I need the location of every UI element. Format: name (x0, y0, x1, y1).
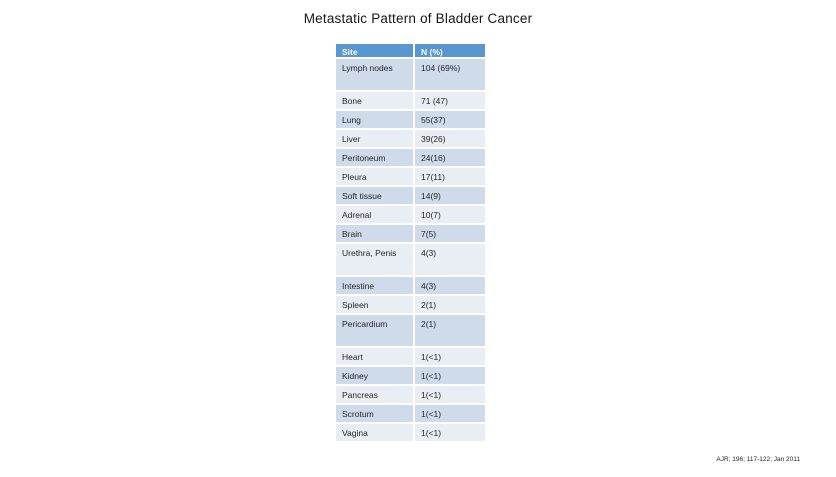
site-cell: Lymph nodes (336, 59, 415, 90)
table-row: Lung 55(37) (336, 111, 485, 130)
n-percent-cell: 1(<1) (421, 427, 442, 438)
table-row: Soft tissue 14(9) (336, 187, 485, 206)
table-row: Heart 1(<1) (336, 348, 485, 367)
n-percent-cell: 7(5) (421, 228, 437, 239)
n-percent-cell: 1(<1) (421, 408, 442, 419)
site-cell: Pancreas (336, 386, 415, 403)
n-percent-cell: 4(3) (421, 247, 437, 258)
table-row: Lymph nodes 104 (69%) (336, 59, 485, 92)
table-row: Urethra, Penis 4(3) (336, 244, 485, 277)
table-row: Pleura 17(11) (336, 168, 485, 187)
metastatic-sites-table: Site N (%) Lymph nodes 104 (69%) Bone 71 (4… (336, 44, 485, 443)
table-row: Liver 39(26) (336, 130, 485, 149)
n-percent-cell: 17(11) (421, 171, 445, 182)
site-cell: Intestine (336, 277, 415, 294)
table-row: Bone 71 (47) (336, 92, 485, 111)
site-cell: Peritoneum (336, 149, 415, 166)
table-row: Peritoneum 24(16) (336, 149, 485, 168)
site-cell: Bone (336, 92, 415, 109)
table-body: Lymph nodes 104 (69%) Bone 71 (47) Lung 55(37… (336, 59, 485, 443)
n-percent-cell: 104 (69%) (421, 62, 461, 73)
n-percent-cell: 24(16) (421, 152, 446, 163)
n-percent-cell: 1(<1) (421, 370, 442, 381)
site-cell: Liver (336, 130, 415, 147)
site-cell: Urethra, Penis (336, 244, 415, 275)
n-percent-cell: 71 (47) (421, 95, 448, 106)
site-cell: Pleura (336, 168, 415, 185)
site-cell: Kidney (336, 367, 415, 384)
table-row: Kidney 1(<1) (336, 367, 485, 386)
n-percent-cell: 10(7) (421, 209, 441, 220)
table-row: Brain 7(5) (336, 225, 485, 244)
table-row: Intestine 4(3) (336, 277, 485, 296)
reference-citation: AJR; 196; 117-122; Jan 2011 (716, 456, 800, 463)
n-percent-cell: 1(<1) (421, 389, 442, 400)
table-header-row: Site N (%) (336, 44, 485, 59)
table-row: Vagina 1(<1) (336, 424, 485, 443)
n-percent-cell: 55(37) (421, 114, 446, 125)
column-header-n-percent: N (%) (421, 46, 443, 57)
page-title: Metastatic Pattern of Bladder Cancer (303, 11, 533, 26)
column-header-site: Site (336, 44, 415, 57)
table-row: Spleen 2(1) (336, 296, 485, 315)
site-cell: Spleen (336, 296, 415, 313)
site-cell: Pericardium (336, 315, 415, 346)
n-percent-cell: 2(1) (421, 299, 437, 310)
site-cell: Adrenal (336, 206, 415, 223)
table-row: Pancreas 1(<1) (336, 386, 485, 405)
table-row: Adrenal 10(7) (336, 206, 485, 225)
n-percent-cell: 1(<1) (421, 351, 442, 362)
table-row: Pericardium 2(1) (336, 315, 485, 348)
n-percent-cell: 14(9) (421, 190, 441, 201)
site-cell: Heart (336, 348, 415, 365)
site-cell: Brain (336, 225, 415, 242)
site-cell: Lung (336, 111, 415, 128)
n-percent-cell: 4(3) (421, 280, 437, 291)
n-percent-cell: 2(1) (421, 318, 437, 329)
n-percent-cell: 39(26) (421, 133, 446, 144)
table-row: Scrotum 1(<1) (336, 405, 485, 424)
site-cell: Scrotum (336, 405, 415, 422)
site-cell: Soft tissue (336, 187, 415, 204)
site-cell: Vagina (336, 424, 415, 441)
